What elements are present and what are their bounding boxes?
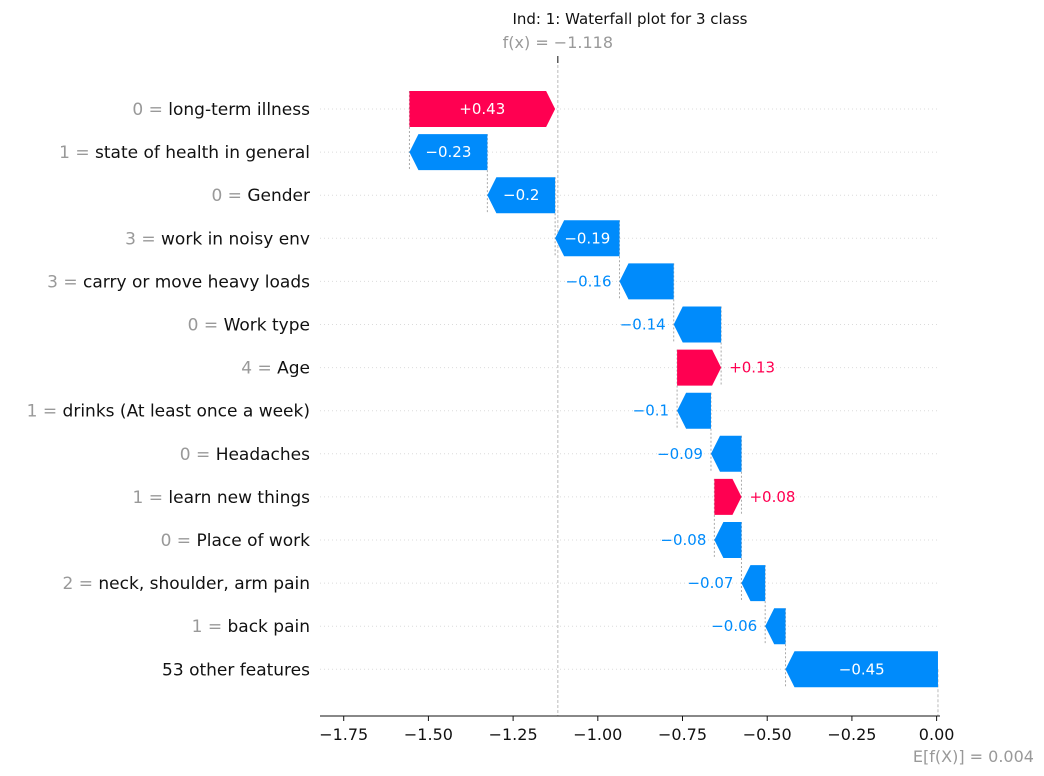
feature-name: Gender xyxy=(247,186,310,206)
x-tick-label: 0.00 xyxy=(919,725,955,744)
bar-value-label: −0.2 xyxy=(503,186,539,204)
x-tick-label: −0.50 xyxy=(743,725,792,744)
feature-name: Headaches xyxy=(216,445,310,465)
feature-value: 2 xyxy=(63,574,74,594)
negative-bar xyxy=(677,392,711,429)
x-axis: −1.75 −1.50 −1.25 −1.00 −0.75 −0.50 −0.25 0.00 xyxy=(319,715,955,744)
feature-value: 1 xyxy=(133,488,144,508)
fx-label: f(x) = −1.118 xyxy=(503,33,613,52)
negative-bar xyxy=(555,220,620,257)
feature-name: carry or move heavy loads xyxy=(83,272,310,292)
negative-bar xyxy=(619,263,674,300)
feature-label: 0 = Gender xyxy=(211,186,310,206)
negative-bar xyxy=(714,522,742,558)
bar-value-label: −0.09 xyxy=(657,445,703,463)
feature-value: 1 xyxy=(192,617,203,637)
feature-value: 4 xyxy=(241,359,252,379)
positive-bar xyxy=(677,349,722,386)
feature-label: 0 = long-term illness xyxy=(132,100,310,120)
bar-value-label: −0.06 xyxy=(711,617,757,635)
bars-group: +0.43 −0.23 −0.2 −0.19 −0.16 −0.14 +0.13 −0.1 −0… xyxy=(409,91,938,688)
annotations: f(x) = −1.118 E[f(X)] = 0.004 xyxy=(503,33,1034,766)
feature-value: 1 xyxy=(59,143,70,163)
feature-label: 1 = learn new things xyxy=(133,488,311,508)
feature-labels: 0 = long-term illness 1 = state of health… xyxy=(27,100,310,680)
bar-value-label: −0.45 xyxy=(839,660,885,678)
negative-bar xyxy=(741,565,766,602)
feature-label: 53 other features xyxy=(162,660,310,680)
feature-label: 3 = carry or move heavy loads xyxy=(47,272,310,292)
feature-label: 1 = drinks (At least once a week) xyxy=(27,402,310,422)
feature-name: state of health in general xyxy=(95,143,310,163)
bar-value-label: +0.13 xyxy=(729,359,775,377)
negative-bar xyxy=(409,134,488,171)
x-tick-label: −1.25 xyxy=(489,725,538,744)
feature-label: 4 = Age xyxy=(241,359,310,379)
x-tick-label: −1.50 xyxy=(404,725,453,744)
x-tick-label: −0.25 xyxy=(827,725,876,744)
feature-value: 1 xyxy=(27,402,38,422)
bar-value-label: −0.1 xyxy=(633,402,669,420)
feature-label: 3 = work in noisy env xyxy=(125,229,310,249)
feature-name: work in noisy env xyxy=(161,229,310,249)
feature-name: 53 other features xyxy=(162,660,310,680)
feature-name: Work type xyxy=(224,316,310,336)
bar-value-label: −0.07 xyxy=(687,574,733,592)
feature-name: long-term illness xyxy=(168,100,310,120)
feature-value: 0 xyxy=(161,531,172,551)
feature-value: 3 xyxy=(125,229,136,249)
negative-bar xyxy=(765,608,786,645)
bar-value-label: −0.23 xyxy=(425,143,471,161)
feature-name: drinks (At least once a week) xyxy=(63,402,310,422)
feature-name: neck, shoulder, arm pain xyxy=(98,574,310,594)
feature-name: back pain xyxy=(227,617,310,637)
feature-label: 1 = state of health in general xyxy=(59,143,310,163)
bar-value-label: −0.08 xyxy=(660,531,706,549)
feature-value: 3 xyxy=(47,272,58,292)
feature-label: 0 = Place of work xyxy=(161,531,311,551)
feature-value: 0 xyxy=(180,445,191,465)
feature-label: 0 = Work type xyxy=(188,316,310,336)
feature-value: 0 xyxy=(188,316,199,336)
base-value-label: E[f(X)] = 0.004 xyxy=(913,747,1034,766)
feature-value: 0 xyxy=(132,100,143,120)
x-tick-label: −1.00 xyxy=(573,725,622,744)
negative-bar xyxy=(785,651,938,688)
feature-name: learn new things xyxy=(168,488,310,508)
feature-label: 2 = neck, shoulder, arm pain xyxy=(63,574,310,594)
positive-bar xyxy=(714,478,742,515)
bar-value-label: −0.19 xyxy=(564,229,610,247)
feature-value: 0 xyxy=(211,186,222,206)
bar-value-label: +0.08 xyxy=(749,488,795,506)
bar-value-label: −0.16 xyxy=(566,272,612,290)
negative-bar xyxy=(673,306,722,343)
x-tick-label: −0.75 xyxy=(658,725,707,744)
chart-title: Ind: 1: Waterfall plot for 3 class xyxy=(512,10,747,28)
negative-bar xyxy=(710,435,742,472)
x-tick-label: −1.75 xyxy=(319,725,368,744)
feature-label: 0 = Headaches xyxy=(180,445,310,465)
bar-value-label: +0.43 xyxy=(459,100,505,118)
positive-bar xyxy=(409,91,556,127)
feature-name: Place of work xyxy=(196,531,310,551)
feature-name: Age xyxy=(277,359,310,379)
bar-value-label: −0.14 xyxy=(620,316,666,334)
feature-label: 1 = back pain xyxy=(192,617,310,637)
negative-bar xyxy=(487,177,556,214)
